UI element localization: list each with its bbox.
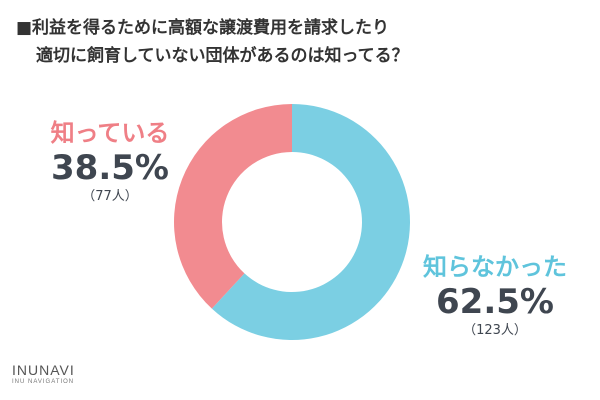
brand-name: INUNAVI (12, 362, 75, 378)
label-notknow-name: 知らなかった (423, 253, 567, 281)
label-notknow-count: （123人） (463, 323, 527, 338)
label-know-name: 知っている (50, 119, 170, 147)
brand-subtitle: INU NAVIGATION (12, 379, 75, 385)
label-know-percent: 38.5% (51, 148, 169, 188)
chart-title-line2: 適切に飼育していない団体があるのは知ってる？ (36, 46, 409, 66)
donut-slice-know (174, 104, 292, 309)
label-notknow-percent: 62.5% (436, 282, 554, 322)
label-know: 知っている 38.5% （77人） (30, 118, 190, 206)
chart-title: ■利益を得るために高額な譲渡費用を請求したり 適切に飼育していない団体があるのは… (16, 14, 409, 70)
label-know-count: （77人） (82, 189, 138, 204)
brand-logo: INUNAVI INU NAVIGATION (12, 362, 75, 386)
chart-title-line1: ■利益を得るために高額な譲渡費用を請求したり (16, 18, 390, 38)
label-notknow: 知らなかった 62.5% （123人） (405, 252, 585, 340)
donut-slice-notknow (211, 104, 411, 340)
